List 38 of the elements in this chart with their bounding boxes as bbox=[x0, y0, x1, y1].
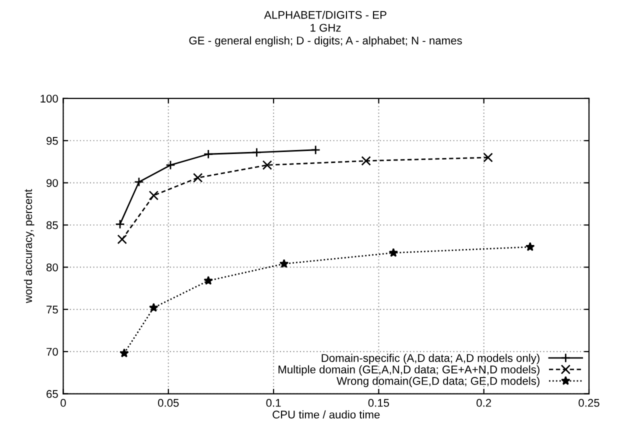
point bbox=[134, 177, 144, 187]
y-axis-title: word accuracy, percent bbox=[24, 189, 34, 304]
x-tick-label: 0.15 bbox=[368, 398, 390, 407]
point bbox=[203, 149, 214, 159]
point bbox=[204, 276, 214, 285]
y-tick-label: 100 bbox=[40, 94, 58, 103]
legend-label: Wrong domain(GE,D data; GE,D models) bbox=[336, 376, 540, 388]
point bbox=[166, 160, 176, 170]
point bbox=[279, 258, 289, 268]
point bbox=[120, 348, 129, 358]
point bbox=[148, 190, 159, 200]
x-axis-title: CPU time / audio time bbox=[272, 410, 380, 419]
point bbox=[525, 242, 535, 252]
point bbox=[388, 248, 398, 257]
point bbox=[192, 172, 203, 183]
x-tick-label: 0 bbox=[60, 398, 66, 407]
x-tick-label: 0.2 bbox=[476, 398, 492, 407]
y-tick-label: 95 bbox=[46, 136, 58, 145]
y-tick-label: 80 bbox=[46, 263, 58, 272]
point bbox=[149, 302, 158, 312]
point bbox=[115, 219, 125, 230]
point bbox=[262, 160, 272, 170]
y-tick-label: 75 bbox=[46, 306, 58, 314]
y-tick-label: 70 bbox=[46, 348, 58, 356]
chart-subtitle: 1 GHz GE - general english; D - digits; A - alphabet; N - names bbox=[189, 24, 462, 47]
legend-label: Domain-specific (A,D data; A,D models only) bbox=[322, 354, 540, 364]
point bbox=[310, 145, 320, 155]
point bbox=[117, 234, 127, 244]
x-tick-label: 0.25 bbox=[578, 398, 600, 407]
y-tick-label: 65 bbox=[46, 390, 58, 398]
point bbox=[483, 152, 493, 162]
chart-title: ALPHABET/DIGITS - EP bbox=[264, 10, 386, 19]
x-tick-label: 0.05 bbox=[158, 398, 179, 407]
point bbox=[361, 156, 371, 166]
x-tick-label: 0.1 bbox=[266, 398, 281, 407]
y-tick-label: 90 bbox=[46, 179, 58, 187]
y-tick-label: 85 bbox=[46, 221, 58, 230]
legend-label: Multiple domain (GE,A,N,D data; GE+A+N,D models) bbox=[278, 365, 540, 376]
